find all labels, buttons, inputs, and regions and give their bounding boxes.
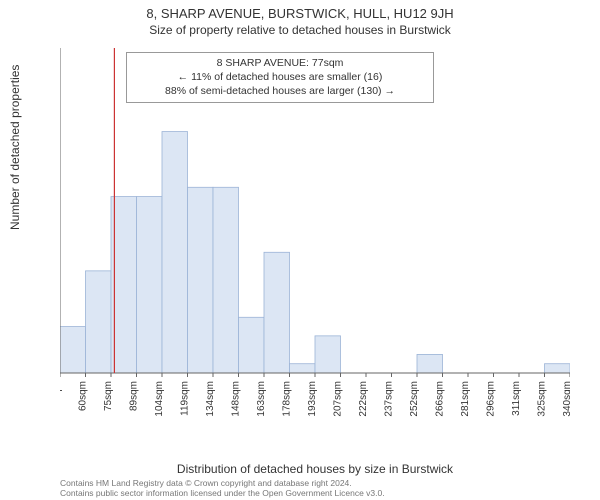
svg-text:222sqm: 222sqm xyxy=(358,381,369,417)
svg-text:178sqm: 178sqm xyxy=(282,381,293,417)
chart-container: 8, SHARP AVENUE, BURSTWICK, HULL, HU12 9… xyxy=(0,0,600,500)
x-axis-label: Distribution of detached houses by size … xyxy=(60,462,570,476)
svg-text:60sqm: 60sqm xyxy=(78,381,89,411)
footer-line1: Contains HM Land Registry data © Crown c… xyxy=(60,478,570,488)
footer: Contains HM Land Registry data © Crown c… xyxy=(60,478,570,498)
svg-text:266sqm: 266sqm xyxy=(435,381,446,417)
histogram-bar xyxy=(60,327,86,373)
svg-text:325sqm: 325sqm xyxy=(537,381,548,417)
svg-text:119sqm: 119sqm xyxy=(180,381,191,416)
annotation-line1: 8 SHARP AVENUE: 77sqm xyxy=(135,56,425,70)
histogram-bar xyxy=(290,364,316,373)
svg-text:75sqm: 75sqm xyxy=(103,381,114,411)
histogram-bar xyxy=(188,187,214,373)
histogram-bar xyxy=(213,187,239,373)
page-title: 8, SHARP AVENUE, BURSTWICK, HULL, HU12 9… xyxy=(0,0,600,21)
svg-text:193sqm: 193sqm xyxy=(307,381,318,417)
svg-text:281sqm: 281sqm xyxy=(460,381,471,417)
histogram-bar xyxy=(545,364,571,373)
svg-text:104sqm: 104sqm xyxy=(154,381,165,417)
histogram-bar xyxy=(239,317,265,373)
histogram-bar xyxy=(315,336,341,373)
svg-text:311sqm: 311sqm xyxy=(511,381,522,416)
footer-line2: Contains public sector information licen… xyxy=(60,488,570,498)
svg-text:163sqm: 163sqm xyxy=(256,381,267,417)
histogram-bar xyxy=(86,271,112,373)
histogram-bar xyxy=(137,197,163,373)
annotation-line3: 88% of semi-detached houses are larger (… xyxy=(135,84,425,98)
histogram-plot: 0510152025303545sqm60sqm75sqm89sqm104sqm… xyxy=(60,48,570,418)
annotation-line2: ← 11% of detached houses are smaller (16… xyxy=(135,70,425,84)
svg-text:45sqm: 45sqm xyxy=(60,381,63,411)
chart-area: 0510152025303545sqm60sqm75sqm89sqm104sqm… xyxy=(60,48,570,418)
svg-text:237sqm: 237sqm xyxy=(384,381,395,417)
svg-text:89sqm: 89sqm xyxy=(129,381,140,411)
svg-text:148sqm: 148sqm xyxy=(231,381,242,417)
svg-text:134sqm: 134sqm xyxy=(205,381,216,417)
histogram-bar xyxy=(417,354,443,373)
chart-subtitle: Size of property relative to detached ho… xyxy=(0,21,600,37)
histogram-bar xyxy=(264,252,290,373)
y-axis-label: Number of detached properties xyxy=(8,65,22,230)
svg-text:207sqm: 207sqm xyxy=(333,381,344,417)
svg-text:252sqm: 252sqm xyxy=(409,381,420,417)
svg-text:340sqm: 340sqm xyxy=(562,381,570,417)
annotation-box: 8 SHARP AVENUE: 77sqm ← 11% of detached … xyxy=(126,52,434,103)
svg-text:296sqm: 296sqm xyxy=(486,381,497,417)
histogram-bar xyxy=(162,132,188,373)
